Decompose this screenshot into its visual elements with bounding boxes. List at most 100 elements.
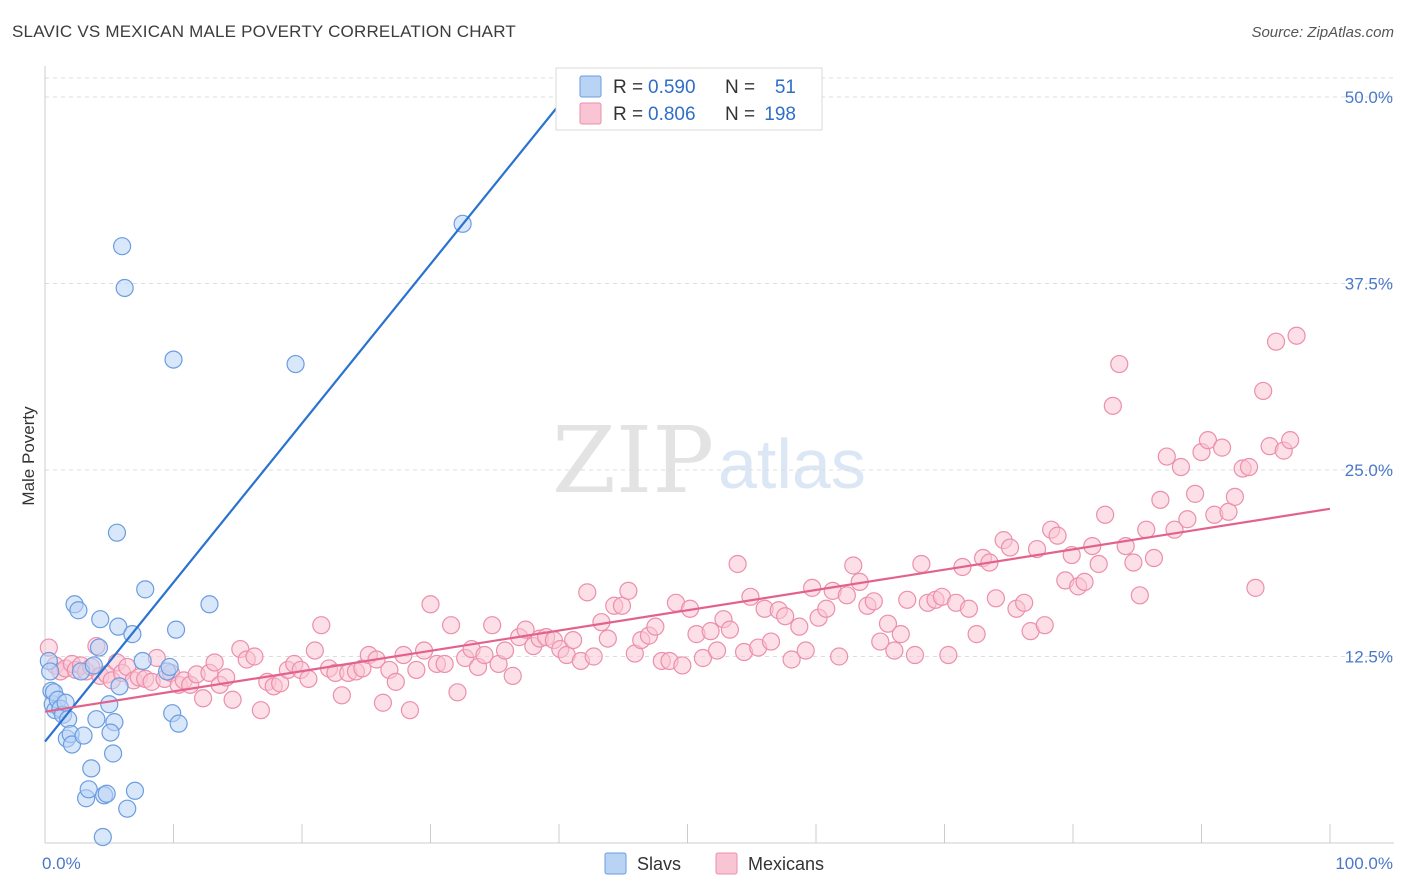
point-mexicans [407, 660, 426, 680]
point-slavs [107, 523, 127, 542]
point-slavs [93, 827, 112, 847]
point-mexicans [1266, 332, 1286, 351]
point-mexicans [1198, 431, 1218, 450]
point-mexicans [421, 595, 440, 614]
point-mexicans [1096, 505, 1115, 524]
point-slavs [109, 617, 128, 636]
point-slavs [112, 237, 132, 256]
point-slavs [91, 610, 110, 629]
legend-r-value-slavs: 0.590 [648, 77, 696, 98]
point-mexicans [701, 622, 720, 641]
point-mexicans [1110, 354, 1129, 374]
point-slavs [87, 710, 106, 729]
point-mexicans [619, 581, 638, 600]
point-mexicans [1075, 572, 1094, 592]
tick-labels: 12.5% 25.0% 37.5% 50.0% 0.0% 100.0% [42, 88, 1393, 873]
point-mexicans [728, 554, 747, 574]
point-mexicans [578, 583, 597, 602]
point-mexicans [905, 645, 925, 665]
point-slavs [110, 677, 129, 696]
point-mexicans [245, 647, 264, 666]
point-mexicans [761, 632, 781, 651]
y-tick-label: 37.5% [1345, 275, 1393, 294]
axes [44, 66, 1394, 844]
point-slavs [169, 714, 188, 733]
point-mexicans [741, 587, 760, 606]
point-mexicans [986, 589, 1006, 608]
point-mexicans [803, 578, 822, 597]
point-mexicans [898, 590, 917, 609]
point-mexicans [782, 650, 801, 669]
bottom-legend-swatch-slavs [604, 852, 627, 875]
point-mexicans [516, 620, 535, 639]
point-mexicans [1281, 431, 1300, 450]
point-mexicans [790, 617, 809, 636]
point-slavs [69, 601, 88, 620]
point-mexicans [1225, 487, 1245, 506]
point-slavs [104, 744, 123, 763]
trend-lines [44, 96, 1331, 743]
point-mexicans [1089, 554, 1108, 574]
trend-line-slavs [44, 96, 567, 743]
point-mexicans [223, 690, 242, 709]
legend-n-value-mexicans: 198 [764, 104, 796, 125]
point-mexicans [251, 701, 270, 720]
point-slavs [286, 354, 305, 374]
legend-r-label-slavs: R = [613, 77, 643, 98]
point-mexicans [1144, 548, 1164, 568]
y-tick-label: 12.5% [1345, 648, 1393, 667]
stats-legend: R = 0.590 N = 51 R = 0.806 N = 198 [555, 67, 823, 131]
point-mexicans [1000, 538, 1020, 557]
trend-line-mexicans [44, 507, 1331, 713]
point-mexicans [1015, 593, 1034, 612]
point-mexicans [193, 689, 213, 708]
point-mexicans [864, 592, 883, 611]
watermark-atlas: atlas [718, 425, 866, 503]
point-mexicans [1035, 616, 1054, 635]
y-tick-label: 50.0% [1345, 88, 1393, 107]
point-mexicans [1254, 381, 1273, 401]
point-mexicans [871, 632, 890, 651]
point-slavs [200, 595, 219, 614]
point-mexicans [1151, 490, 1170, 509]
point-mexicans [400, 701, 420, 720]
point-mexicans [1124, 553, 1143, 572]
point-mexicans [305, 641, 324, 660]
legend-swatch-slavs [579, 75, 602, 98]
point-mexicans [1103, 396, 1122, 415]
point-slavs [100, 695, 119, 714]
point-mexicans [503, 666, 522, 685]
point-mexicans [885, 641, 904, 660]
point-mexicans [693, 648, 713, 668]
legend-r-value-mexicans: 0.806 [648, 104, 696, 125]
point-slavs [89, 638, 109, 657]
legend-n-label-mexicans: N = [725, 104, 755, 125]
y-axis-label: Male Poverty [19, 406, 38, 506]
point-mexicans [959, 599, 979, 618]
point-slavs [166, 620, 186, 639]
point-mexicans [598, 629, 617, 648]
bottom-legend-label-slavs: Slavs [637, 854, 681, 874]
point-mexicans [646, 617, 665, 636]
point-mexicans [448, 683, 467, 702]
point-slavs [82, 759, 101, 778]
bottom-legend-label-mexicans: Mexicans [748, 854, 824, 874]
watermark-zip: ZIP [552, 407, 714, 514]
point-mexicans [891, 625, 910, 644]
point-mexicans [205, 653, 224, 672]
point-mexicans [475, 645, 494, 665]
point-slavs [125, 781, 145, 800]
point-mexicans [776, 607, 795, 626]
point-mexicans [564, 630, 583, 650]
point-mexicans [1239, 457, 1259, 477]
point-slavs [133, 651, 152, 671]
point-mexicans [495, 641, 515, 660]
point-mexicans [1212, 438, 1232, 457]
point-mexicans [483, 616, 502, 635]
point-mexicans [837, 586, 856, 605]
point-mexicans [332, 686, 351, 705]
point-mexicans [435, 654, 454, 674]
point-slavs [79, 780, 98, 799]
point-mexicans [1287, 326, 1306, 345]
